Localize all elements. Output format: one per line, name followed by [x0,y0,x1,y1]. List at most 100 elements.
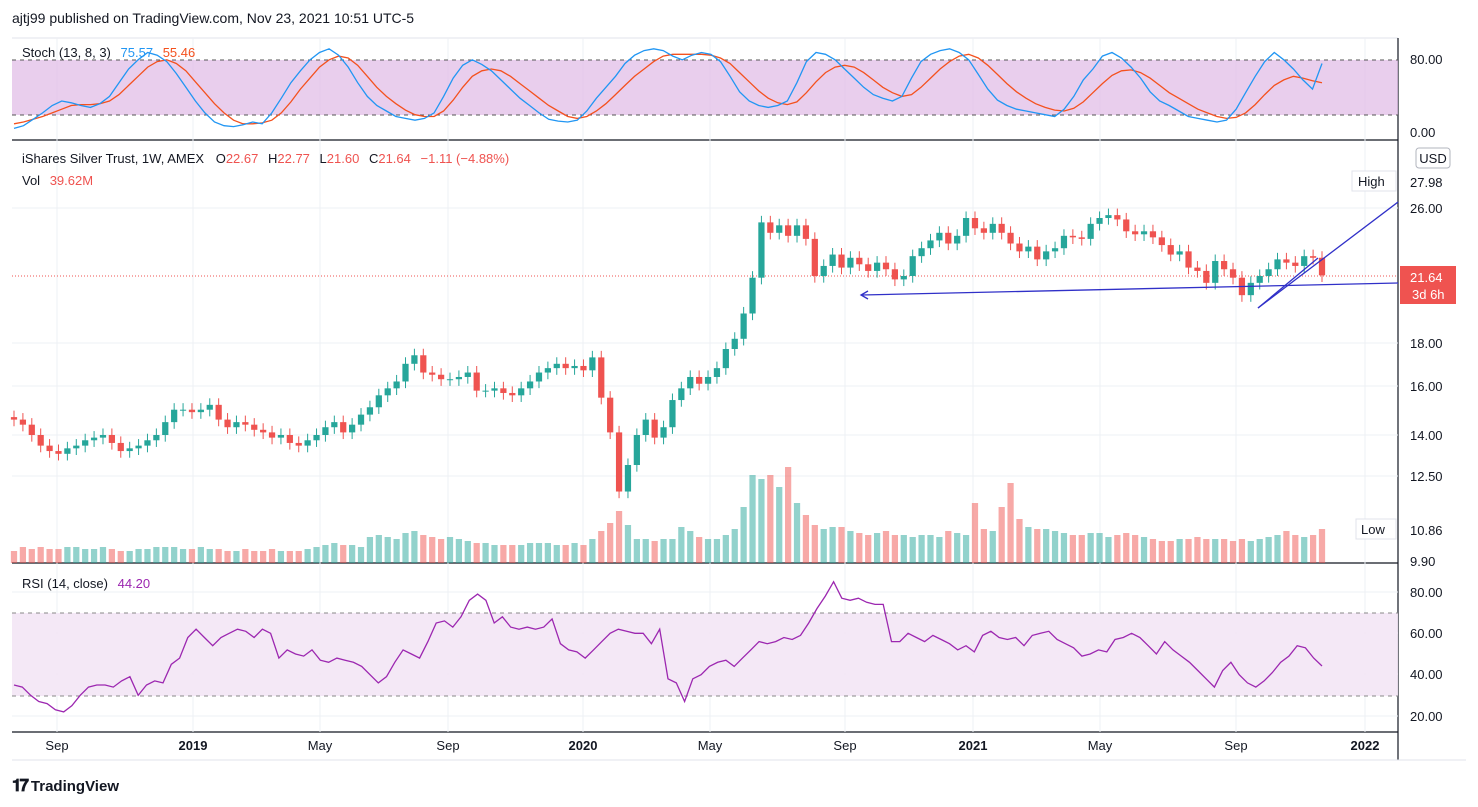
volume-bar [117,551,124,563]
candle-body [776,225,783,233]
candle-body [526,381,534,389]
candles [10,208,1326,499]
stoch-d-line [13,53,1323,125]
candle-body [669,400,676,428]
candle-body [1176,251,1183,255]
volume-bar [980,529,987,563]
volume-bar [446,537,454,563]
candle-body [918,248,925,257]
candle-body [1096,218,1103,224]
high-ohlc-label: H [267,151,278,166]
candle-body [500,388,507,393]
change-value: −1.11 (−4.88%) [420,151,510,166]
candle-body [758,222,765,278]
candle-body [206,404,213,410]
candle-body [375,395,382,408]
rsi-band [12,613,1398,696]
volume-bar [1078,535,1085,563]
volume-bar [1238,539,1246,563]
volume-bar [144,549,151,563]
candle-body [802,225,810,239]
candle-body [491,388,498,391]
volume-bar [1007,483,1014,563]
close-label: C [368,151,379,166]
volume-bar [402,533,409,563]
volume-bar [420,535,427,563]
volume-bar [171,547,178,563]
candle-body [642,419,649,435]
volume-bar [349,545,356,563]
candle-body [286,435,293,443]
volume-bar [749,475,756,563]
price-tick: 12.50 [1410,469,1443,484]
candle-body [1149,231,1157,238]
candle-body [1087,223,1094,239]
volume-bar [179,549,187,563]
candle-body [571,365,578,369]
volume-bar [1185,539,1192,563]
volume-bar [820,529,827,563]
volume-bar [82,549,89,563]
candle-body [1194,267,1201,271]
volume-bar [900,535,907,563]
candle-body [971,218,979,229]
candle-body [473,372,480,391]
candle-body [482,390,489,392]
volume-bar [411,531,418,563]
volume-bar [535,543,543,563]
volume-bar [251,551,258,563]
candle-body [171,409,178,423]
volume-bar [856,533,863,563]
candle-body [847,257,854,268]
candle-body [865,264,872,271]
volume-bar [802,515,810,563]
volume-bar [713,539,721,563]
volume-bar [1309,535,1317,563]
candle-body [544,368,551,373]
volume-bar [847,531,854,563]
candle-body [179,409,187,411]
high-label: High [1358,174,1385,189]
stoch-tick: 0.00 [1410,125,1435,140]
volume-bar [1221,539,1228,563]
low-tag [1355,518,1397,540]
price-tick: 18.00 [1410,336,1443,351]
candle-body [251,424,258,430]
candle-body [1069,235,1076,238]
volume-bar [918,535,925,563]
volume-bar [607,523,614,563]
volume-bar [1034,529,1041,563]
rsi-tick: 80.00 [1410,585,1443,600]
candle-body [740,313,747,339]
volume-bar [669,539,676,563]
candle-body [340,422,347,433]
candle-body [90,437,98,441]
candle-body [1318,257,1326,276]
volume-bar [776,487,783,563]
candle-body [660,427,667,438]
rising-trendline [1257,201,1399,309]
stoch-axis: 80.00 0.00 [1410,52,1443,140]
volume-bar [37,547,44,563]
volume-bar [1105,537,1112,563]
volume-bar [1176,539,1183,563]
candle-body [749,277,756,314]
candle-body [268,432,276,438]
tradingview-logo[interactable]: 𝟏𝟕 TradingView [12,776,119,796]
volume-bar [366,537,374,563]
volume-bar [304,549,311,563]
volume-bar [500,545,507,563]
candle-body [1132,231,1139,235]
low-ohlc-value: 21.60 [326,151,360,166]
candle-body [1034,246,1041,260]
volume-bar [1025,527,1032,563]
time-tick: May [698,738,723,753]
candle-body [1283,259,1290,263]
time-tick: 2019 [179,738,208,753]
volume-bar [108,549,115,563]
candle-body [224,419,231,428]
candle-body [811,238,818,276]
volume-bar [375,535,382,563]
candle-body [945,232,952,244]
rsi-label: RSI (14, close) [22,576,108,591]
